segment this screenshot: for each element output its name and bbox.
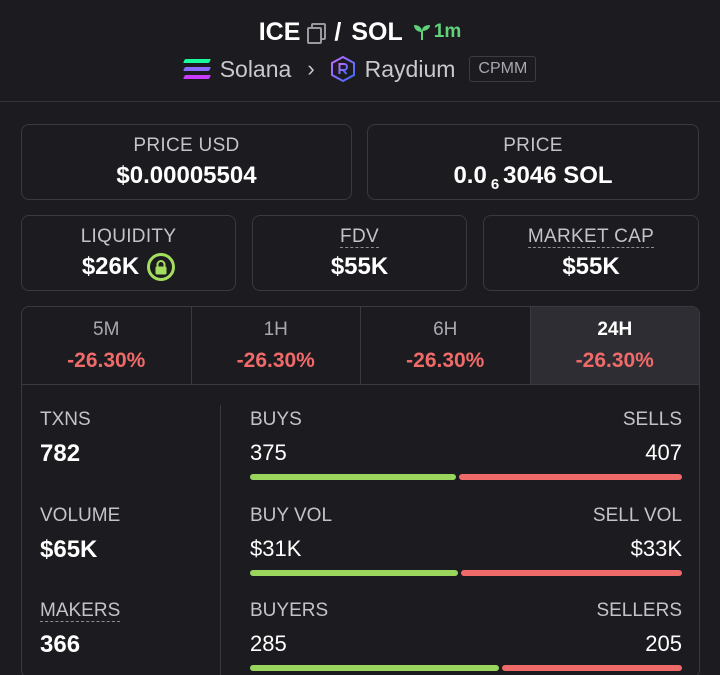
pool-type-badge: CPMM — [469, 56, 537, 82]
buy-sell-volume-bar — [250, 570, 682, 576]
price-native-label: PRICE — [503, 135, 563, 156]
buyers-sellers-bar — [250, 665, 682, 671]
quote-symbol: SOL — [351, 17, 403, 46]
pair-title: ICE / SOL 1m — [0, 16, 720, 48]
makers-value: 366 — [40, 631, 81, 658]
stats-grid: TXNS 782 VOLUME $65K MAKERS 366 BUYS SEL… — [22, 385, 699, 675]
seedling-icon — [413, 25, 430, 40]
liquidity-label: LIQUIDITY — [80, 226, 177, 247]
price-zero-count: 6 — [490, 175, 500, 193]
price-suffix: 3046 SOL — [503, 162, 613, 189]
buys-value: 375 — [250, 440, 287, 465]
pair-stats-panel: PRICE USD $0.00005504 PRICE 0.0 6 3046 S… — [0, 103, 720, 675]
price-native-value: 0.0 6 3046 SOL — [368, 162, 698, 193]
chevron-right-icon: › — [307, 56, 315, 81]
price-usd-label: PRICE USD — [133, 135, 240, 156]
market-cap-value: $55K — [562, 253, 620, 280]
sellers-value: 205 — [645, 631, 682, 656]
makers-label[interactable]: MAKERS — [40, 600, 121, 622]
makers-stat: MAKERS 366 — [40, 600, 121, 659]
txns-label: TXNS — [40, 409, 91, 430]
volume-stat: VOLUME $65K — [40, 505, 120, 564]
pair-separator: / — [334, 17, 342, 46]
price-native-card: PRICE 0.0 6 3046 SOL — [367, 124, 699, 200]
volume-label: VOLUME — [40, 505, 121, 526]
liquidity-value: $26K — [81, 253, 140, 280]
tab-change: -26.30% — [67, 349, 146, 372]
base-symbol: ICE — [258, 17, 301, 46]
sell-bar-segment — [459, 474, 682, 480]
copy-icon[interactable] — [306, 22, 327, 44]
fdv-label[interactable]: FDV — [340, 226, 379, 248]
buy-vol-value: $31K — [250, 536, 302, 561]
sells-value: 407 — [645, 440, 682, 465]
tab-1h[interactable]: 1H -26.30% — [192, 307, 361, 384]
volume-value: $65K — [40, 536, 98, 563]
solana-logo — [182, 59, 211, 79]
sells-label: SELLS — [622, 409, 682, 430]
buy-bar-segment — [250, 474, 456, 480]
sell-vol-value: $33K — [630, 536, 682, 561]
divider — [220, 405, 221, 675]
tab-change: -26.30% — [236, 349, 315, 372]
tab-change: -26.30% — [406, 349, 485, 372]
raydium-logo — [330, 56, 355, 82]
sellers-bar-segment — [502, 665, 682, 671]
price-prefix: 0.0 — [453, 162, 487, 189]
tab-6h[interactable]: 6H -26.30% — [361, 307, 531, 384]
buy-vol-label: BUY VOL — [250, 505, 333, 526]
dex-name[interactable]: Raydium — [364, 55, 456, 82]
market-cap-label[interactable]: MARKET CAP — [527, 226, 655, 248]
sellers-label: SELLERS — [596, 600, 682, 621]
txns-stat: TXNS 782 — [40, 409, 91, 468]
chain-name[interactable]: Solana — [219, 55, 292, 82]
fdv-card: FDV $55K — [252, 215, 467, 291]
price-usd-card: PRICE USD $0.00005504 — [21, 124, 352, 200]
txns-value: 782 — [40, 440, 81, 467]
buyers-sellers-stat: BUYERS SELLERS 285 205 — [250, 600, 682, 671]
buys-sells-bar — [250, 474, 682, 480]
pair-age: 1m — [413, 21, 461, 43]
lock-icon[interactable] — [147, 253, 176, 281]
buys-sells-stat: BUYS SELLS 375 407 — [250, 409, 682, 480]
buyers-bar-segment — [250, 665, 499, 671]
timeframe-stats-box: 5M -26.30% 1H -26.30% 6H -26.30% 24H -26… — [21, 306, 700, 675]
market-cap-card: MARKET CAP $55K — [483, 215, 699, 291]
timeframe-tabs: 5M -26.30% 1H -26.30% 6H -26.30% 24H -26… — [22, 307, 699, 385]
buy-sell-volume-stat: BUY VOL SELL VOL $31K $33K — [250, 505, 682, 576]
tab-change: -26.30% — [575, 349, 654, 372]
price-usd-value: $0.00005504 — [116, 162, 257, 189]
liquidity-card: LIQUIDITY $26K — [21, 215, 236, 291]
sell-vol-bar-segment — [461, 570, 682, 576]
fdv-value: $55K — [330, 253, 389, 280]
pair-header: ICE / SOL 1m Solana › — [0, 0, 720, 102]
breadcrumb: Solana › Raydium CPMM — [0, 53, 720, 85]
sell-vol-label: SELL VOL — [592, 505, 682, 526]
tab-5m[interactable]: 5M -26.30% — [22, 307, 192, 384]
buy-vol-bar-segment — [250, 570, 458, 576]
liquidity-value-row: $26K — [22, 253, 235, 281]
buys-label: BUYS — [250, 409, 302, 430]
buyers-value: 285 — [250, 631, 287, 656]
tab-24h[interactable]: 24H -26.30% — [530, 307, 699, 384]
age-text: 1m — [433, 21, 462, 42]
buyers-label: BUYERS — [250, 600, 329, 621]
